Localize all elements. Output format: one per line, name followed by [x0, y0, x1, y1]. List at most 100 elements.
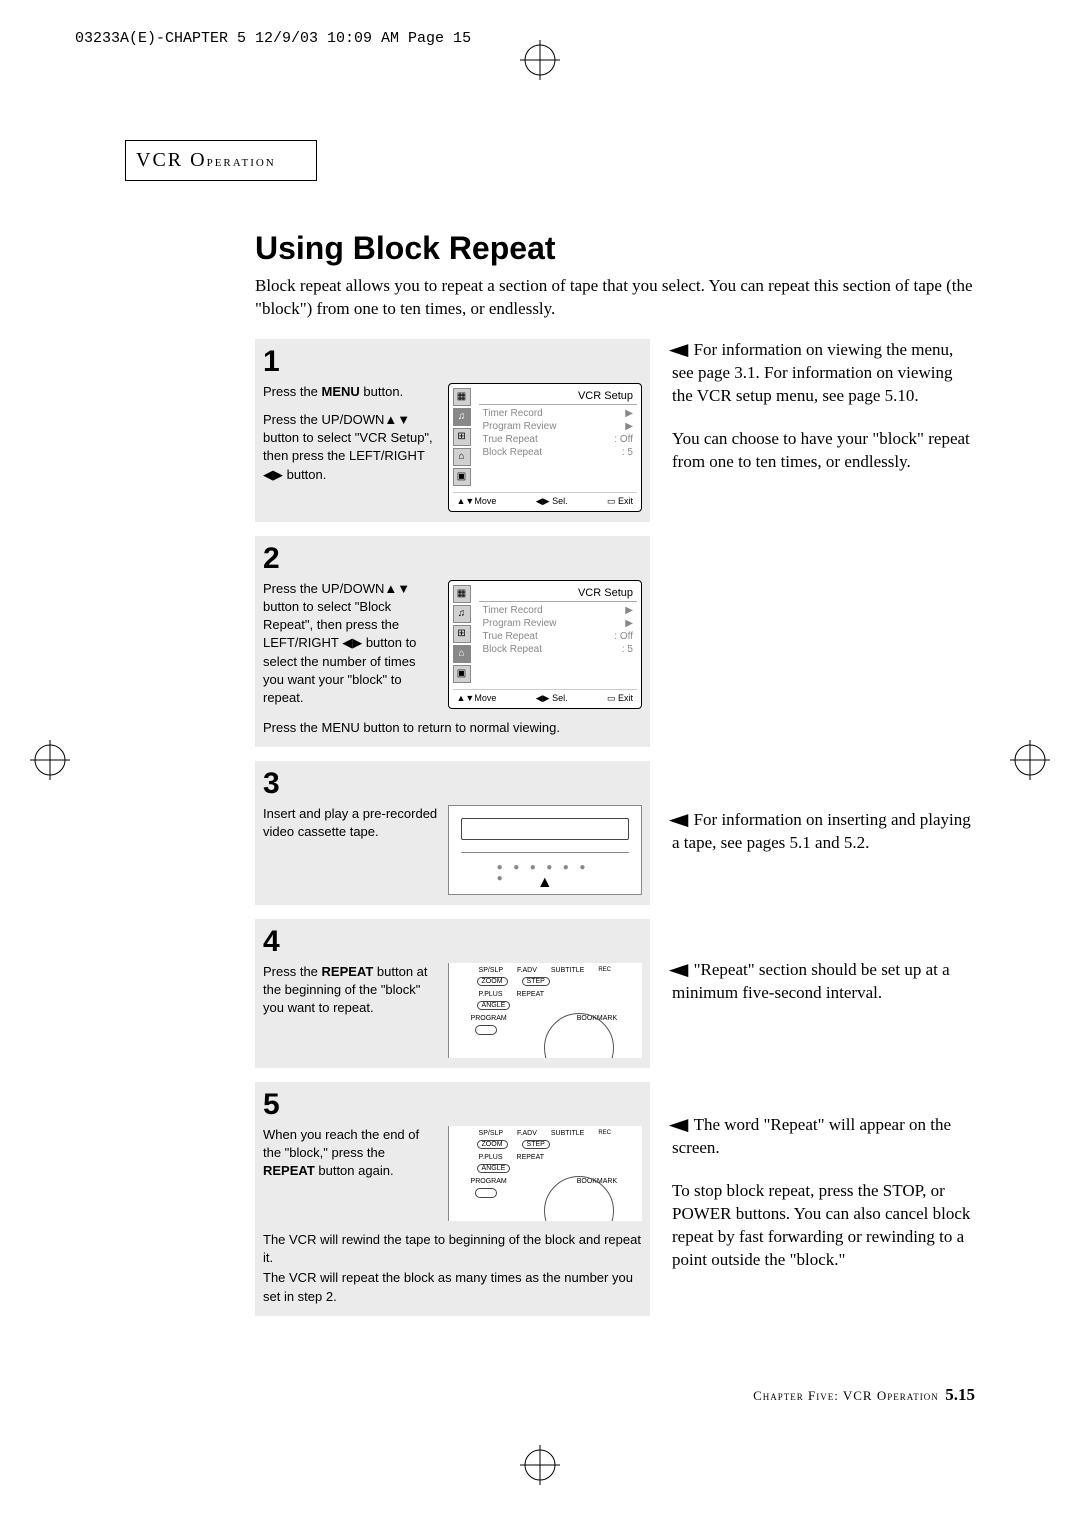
step-extra-text: The VCR will rewind the tape to beginnin… [263, 1231, 642, 1267]
step-5: 5 When you reach the end of the "block,"… [255, 1082, 650, 1316]
osd-menu: ▦ ♫ ⊞ ⌂ ▣ VCR Setup Timer Record▶ Progra… [448, 383, 642, 512]
note-1b: You can choose to have your "block" repe… [672, 428, 972, 474]
note-1: ◀ For information on viewing the menu, s… [672, 339, 972, 408]
remote-button: STEP [522, 1140, 550, 1149]
osd-tab-icon: ⌂ [453, 448, 471, 466]
osd-label: Block Repeat [483, 447, 542, 458]
pointer-left-icon: ◀ [669, 339, 689, 362]
osd-tab-icon: ▣ [453, 665, 471, 683]
t: Press the UP/DOWN▲▼ button to select "VC… [263, 412, 433, 482]
page-title: Using Block Repeat [255, 230, 975, 267]
osd-hint: ◀▶ Sel. [536, 693, 568, 704]
crop-mark-icon [520, 40, 560, 80]
pointer-left-icon: ◀ [669, 959, 689, 982]
osd-menu: ▦ ♫ ⊞ ⌂ ▣ VCR Setup Timer Record▶ Progra… [448, 580, 642, 709]
osd-tab-icon: ⊞ [453, 625, 471, 643]
osd-label: Program Review [483, 421, 557, 432]
remote-label: SUBTITLE [551, 967, 584, 974]
note-text: The word "Repeat" will appear on the scr… [672, 1115, 951, 1157]
vcr-illustration: ● ● ● ● ● ● ● ▲ [448, 805, 642, 895]
osd-label: True Repeat [483, 631, 538, 642]
remote-label: REC [598, 967, 611, 974]
osd-val: : Off [614, 631, 633, 642]
osd-label: Program Review [483, 618, 557, 629]
t: MENU [322, 720, 360, 735]
note-3: ◀ For information on inserting and playi… [672, 809, 972, 855]
remote-button [475, 1188, 497, 1198]
step-text: Press the REPEAT button at the beginning… [263, 963, 438, 1058]
osd-label: Block Repeat [483, 644, 542, 655]
step-number: 3 [263, 767, 642, 801]
remote-label: F.ADV [517, 1130, 537, 1137]
osd-tab-icon: ⊞ [453, 428, 471, 446]
note-4: ◀ "Repeat" section should be set up at a… [672, 959, 972, 1005]
crop-mark-icon [520, 1445, 560, 1485]
step-number: 4 [263, 925, 642, 959]
osd-val: ▶ [625, 605, 633, 616]
step-4: 4 Press the REPEAT button at the beginni… [255, 919, 650, 1068]
step-2: 2 Press the UP/DOWN▲▼ button to select "… [255, 536, 650, 747]
t: REPEAT [263, 1163, 315, 1178]
pointer-left-icon: ◀ [669, 1114, 689, 1137]
osd-val: ▶ [625, 421, 633, 432]
t: Press the [263, 384, 322, 399]
osd-title: VCR Setup [479, 388, 637, 405]
intro-text: Block repeat allows you to repeat a sect… [255, 275, 975, 321]
remote-label: REC [598, 1130, 611, 1137]
t: Press the [263, 964, 322, 979]
t: When you reach the end of the "block," p… [263, 1127, 419, 1160]
t: Press the [263, 720, 322, 735]
osd-val: : 5 [622, 644, 633, 655]
step-number: 1 [263, 345, 642, 379]
step-text: When you reach the end of the "block," p… [263, 1126, 438, 1221]
remote-label: F.ADV [517, 967, 537, 974]
t: button again. [315, 1163, 394, 1178]
t: MENU [322, 384, 360, 399]
crop-mark-icon [30, 740, 70, 780]
note-5-group: ◀ The word "Repeat" will appear on the s… [672, 1114, 972, 1292]
footer-chapter: Chapter Five: VCR Operation [753, 1388, 939, 1403]
remote-button: ANGLE [477, 1001, 511, 1010]
crop-mark-icon [1010, 740, 1050, 780]
remote-button [475, 1025, 497, 1035]
note-text: For information on inserting and playing… [672, 810, 971, 852]
osd-tab-icon: ⌂ [453, 645, 471, 663]
footer-page-number: 5.15 [945, 1385, 975, 1404]
osd-hint: ▲▼Move [457, 496, 497, 507]
t: button to return to normal viewing. [360, 720, 560, 735]
t: button. [360, 384, 403, 399]
remote-label: SP/SLP [479, 967, 504, 974]
section-tab: VCR Operation [125, 140, 317, 181]
remote-illustration: SP/SLP F.ADV SUBTITLE REC ZOOM STEP P.PL… [448, 963, 642, 1058]
remote-button: STEP [522, 977, 550, 986]
remote-button: ZOOM [477, 977, 508, 986]
osd-tab-icon: ♫ [453, 408, 471, 426]
remote-label: P.PLUS [479, 1154, 503, 1161]
osd-label: True Repeat [483, 434, 538, 445]
section-tab-suffix: peration [207, 153, 276, 170]
remote-label: REPEAT [517, 991, 545, 998]
remote-button: ZOOM [477, 1140, 508, 1149]
osd-val: ▶ [625, 618, 633, 629]
osd-hint: ▲▼Move [457, 693, 497, 704]
osd-label: Timer Record [483, 605, 543, 616]
remote-label: P.PLUS [479, 991, 503, 998]
section-tab-prefix: VCR O [136, 149, 207, 171]
step-number: 5 [263, 1088, 642, 1122]
step-number: 2 [263, 542, 642, 576]
step-1: 1 Press the MENU button. Press the UP/DO… [255, 339, 650, 522]
note-text: For information on viewing the menu, see… [672, 340, 953, 405]
remote-label: SUBTITLE [551, 1130, 584, 1137]
osd-val: ▶ [625, 408, 633, 419]
osd-tab-icon: ▣ [453, 468, 471, 486]
remote-label: PROGRAM [471, 1015, 507, 1022]
note-text: "Repeat" section should be set up at a m… [672, 960, 950, 1002]
pointer-left-icon: ◀ [669, 809, 689, 832]
remote-label: PROGRAM [471, 1178, 507, 1185]
step-extra-text: The VCR will repeat the block as many ti… [263, 1269, 642, 1305]
remote-illustration: SP/SLP F.ADV SUBTITLE REC ZOOM STEP P.PL… [448, 1126, 642, 1221]
osd-hint: ▭ Exit [607, 496, 633, 507]
step-extra-text: Press the MENU button to return to norma… [263, 719, 642, 737]
step-3: 3 Insert and play a pre-recorded video c… [255, 761, 650, 905]
remote-button: ANGLE [477, 1164, 511, 1173]
